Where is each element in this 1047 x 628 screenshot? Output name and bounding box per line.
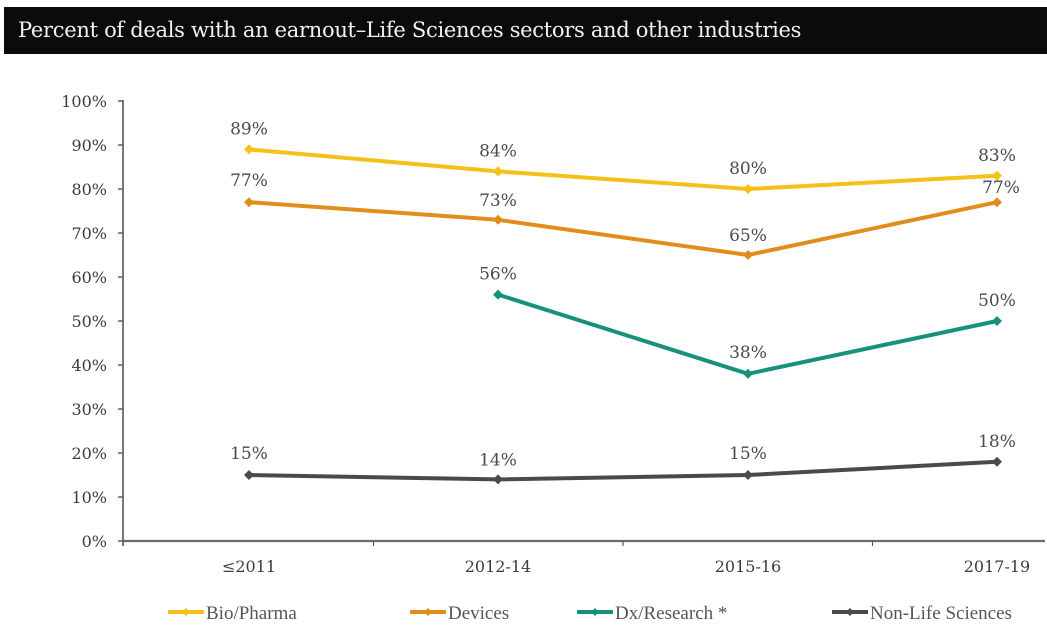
legend-item-bio-pharma: Bio/Pharma (168, 603, 297, 624)
y-tick-label: 0% (82, 532, 107, 551)
x-tick-label: 2012-14 (465, 557, 531, 576)
series-layer (244, 144, 1002, 485)
data-point-marker (493, 166, 503, 177)
legend-label: Non-Life Sciences (870, 603, 1012, 624)
data-label: 77% (230, 171, 268, 191)
data-point-marker (743, 470, 753, 480)
data-point-marker (493, 289, 503, 300)
legend-label: Devices (448, 603, 509, 624)
legend-item-non-life-sciences: Non-Life Sciences (832, 603, 1012, 624)
data-point-marker (992, 197, 1002, 208)
series-devices (244, 197, 1002, 260)
legend-marker-icon (846, 608, 854, 616)
data-labels-layer: 89% 84% 80% 83% 77% 73% 65% 77% 56% 38% 50% 15% 14% 1… (230, 119, 1020, 470)
series-line (247, 147, 999, 191)
data-point-marker (992, 456, 1002, 467)
data-label: 14% (479, 450, 517, 470)
y-tick-label: 100% (61, 92, 107, 111)
legend: Bio/Pharma Devices Dx/Research * Non-Life S… (168, 603, 1012, 624)
legend-marker-icon (424, 608, 432, 616)
legend-marker-icon (182, 608, 190, 616)
legend-item-devices: Devices (410, 603, 509, 624)
y-tick-label: 80% (71, 180, 107, 199)
y-tick-label: 30% (71, 400, 107, 419)
data-point-marker (244, 197, 254, 208)
y-tick-label: 70% (71, 224, 107, 243)
legend-item-dx-research: Dx/Research * (577, 603, 727, 624)
axes: 0% 10% 20% 30% 40% 50% 60% 70% 80% 90% 100% ≤2011 20… (61, 92, 1045, 576)
legend-label: Dx/Research * (615, 603, 727, 624)
data-label: 56% (479, 265, 517, 285)
data-point-marker (743, 184, 753, 194)
data-point-marker (244, 470, 254, 480)
y-tick-label: 40% (71, 356, 107, 375)
legend-label: Bio/Pharma (206, 603, 297, 624)
y-tick-label: 60% (71, 268, 107, 287)
data-point-marker (743, 368, 753, 379)
data-label: 73% (479, 191, 517, 211)
x-tick-label: 2017-19 (964, 557, 1030, 576)
data-label: 15% (230, 444, 268, 464)
data-point-marker (743, 250, 753, 260)
data-label: 83% (978, 146, 1016, 166)
data-point-marker (992, 316, 1002, 326)
data-label: 50% (978, 291, 1016, 311)
series-non-life-sciences (244, 456, 1002, 485)
data-label: 38% (729, 343, 767, 363)
data-point-marker (493, 214, 503, 225)
chart-title: Percent of deals with an earnout–Life Sc… (4, 7, 1047, 54)
data-label: 80% (729, 159, 767, 179)
data-label: 15% (729, 444, 767, 464)
x-tick-label: 2015-16 (715, 557, 781, 576)
data-label: 89% (230, 119, 268, 139)
series-dx-research (493, 289, 1002, 379)
series-bio-pharma (244, 144, 1002, 194)
data-point-marker (992, 170, 1002, 181)
y-tick-label: 10% (71, 488, 107, 507)
series-line (247, 200, 999, 257)
y-tick-label: 90% (71, 136, 107, 155)
data-label: 18% (978, 432, 1016, 452)
series-line (247, 459, 999, 482)
legend-marker-icon (591, 608, 599, 616)
y-tick-label: 50% (71, 312, 107, 331)
y-tick-label: 20% (71, 444, 107, 463)
data-label: 77% (982, 178, 1020, 198)
data-point-marker (244, 144, 254, 155)
x-tick-label: ≤2011 (222, 557, 276, 576)
data-label: 84% (479, 141, 517, 161)
data-point-marker (493, 474, 503, 485)
data-label: 65% (729, 226, 767, 246)
